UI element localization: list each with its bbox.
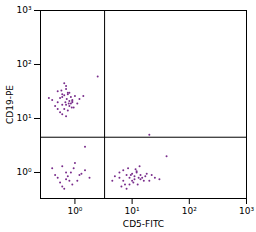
svg-text:10²: 10² <box>182 206 197 216</box>
svg-text:10²: 10² <box>16 59 31 69</box>
svg-text:CD19-PE: CD19-PE <box>5 85 15 124</box>
svg-text:10³: 10³ <box>16 5 31 15</box>
svg-text:10¹: 10¹ <box>125 206 140 216</box>
svg-text:CD5-FITC: CD5-FITC <box>123 219 164 229</box>
svg-text:10³: 10³ <box>239 206 254 216</box>
svg-text:10⁰: 10⁰ <box>16 167 31 177</box>
svg-text:10¹: 10¹ <box>16 113 31 123</box>
svg-text:10⁰: 10⁰ <box>67 206 82 216</box>
